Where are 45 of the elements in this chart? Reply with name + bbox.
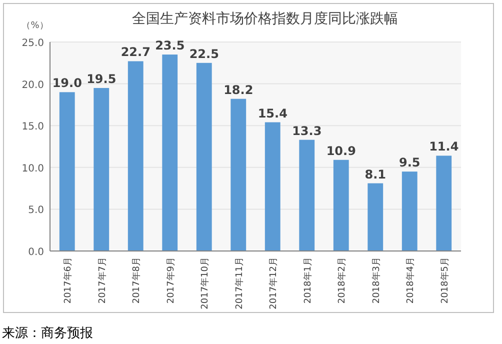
x-tick-label: 2018年3月 [370,257,382,304]
bar [402,172,418,251]
bar [59,92,75,251]
y-tick-label: 15.0 [22,122,44,133]
bar [196,62,212,251]
x-tick-label: 2018年5月 [439,257,450,304]
data-label: 10.9 [326,144,356,158]
bar [368,183,384,251]
data-label: 18.2 [224,82,254,97]
y-tick-label: 10.0 [22,163,44,174]
bar [230,98,246,251]
data-label: 22.5 [189,46,219,61]
bar [94,88,110,251]
y-tick-label: 20.0 [22,80,44,91]
bar [436,156,452,251]
data-label: 8.1 [364,167,386,182]
x-tick-label: 2017年9月 [165,257,176,304]
bar [128,61,144,251]
data-label: 9.5 [398,156,420,170]
data-label: 13.3 [292,124,322,138]
bar [264,122,280,251]
x-tick-label: 2018年4月 [405,257,416,304]
y-tick-label: 0.0 [28,247,44,258]
data-label: 11.4 [429,140,459,154]
chart-title: 全国生产资料市场价格指数月度同比涨跌幅 [132,11,398,27]
y-axis-title: （%） [22,21,48,31]
x-tick-label: 2017年6月 [62,257,74,304]
y-tick-label: 25.0 [22,38,44,49]
bar [162,54,178,251]
data-label: 15.4 [258,106,288,120]
x-tick-label: 2018年2月 [336,257,348,304]
x-tick-label: 2017年12月 [268,257,280,310]
x-tick-label: 2017年7月 [96,257,108,304]
data-label: 23.5 [155,38,185,53]
data-label: 19.5 [86,72,116,86]
x-tick-label: 2017年8月 [131,257,142,304]
y-tick-label: 5.0 [28,205,44,216]
data-label: 19.0 [52,76,82,90]
bar [299,140,315,251]
data-label: 22.7 [120,45,150,60]
source-note: 来源：商务预报 [2,326,93,341]
x-tick-label: 2017年11月 [234,257,245,310]
bar [333,160,349,251]
x-tick-label: 2017年10月 [200,257,211,310]
x-tick-label: 2018年1月 [302,257,314,304]
